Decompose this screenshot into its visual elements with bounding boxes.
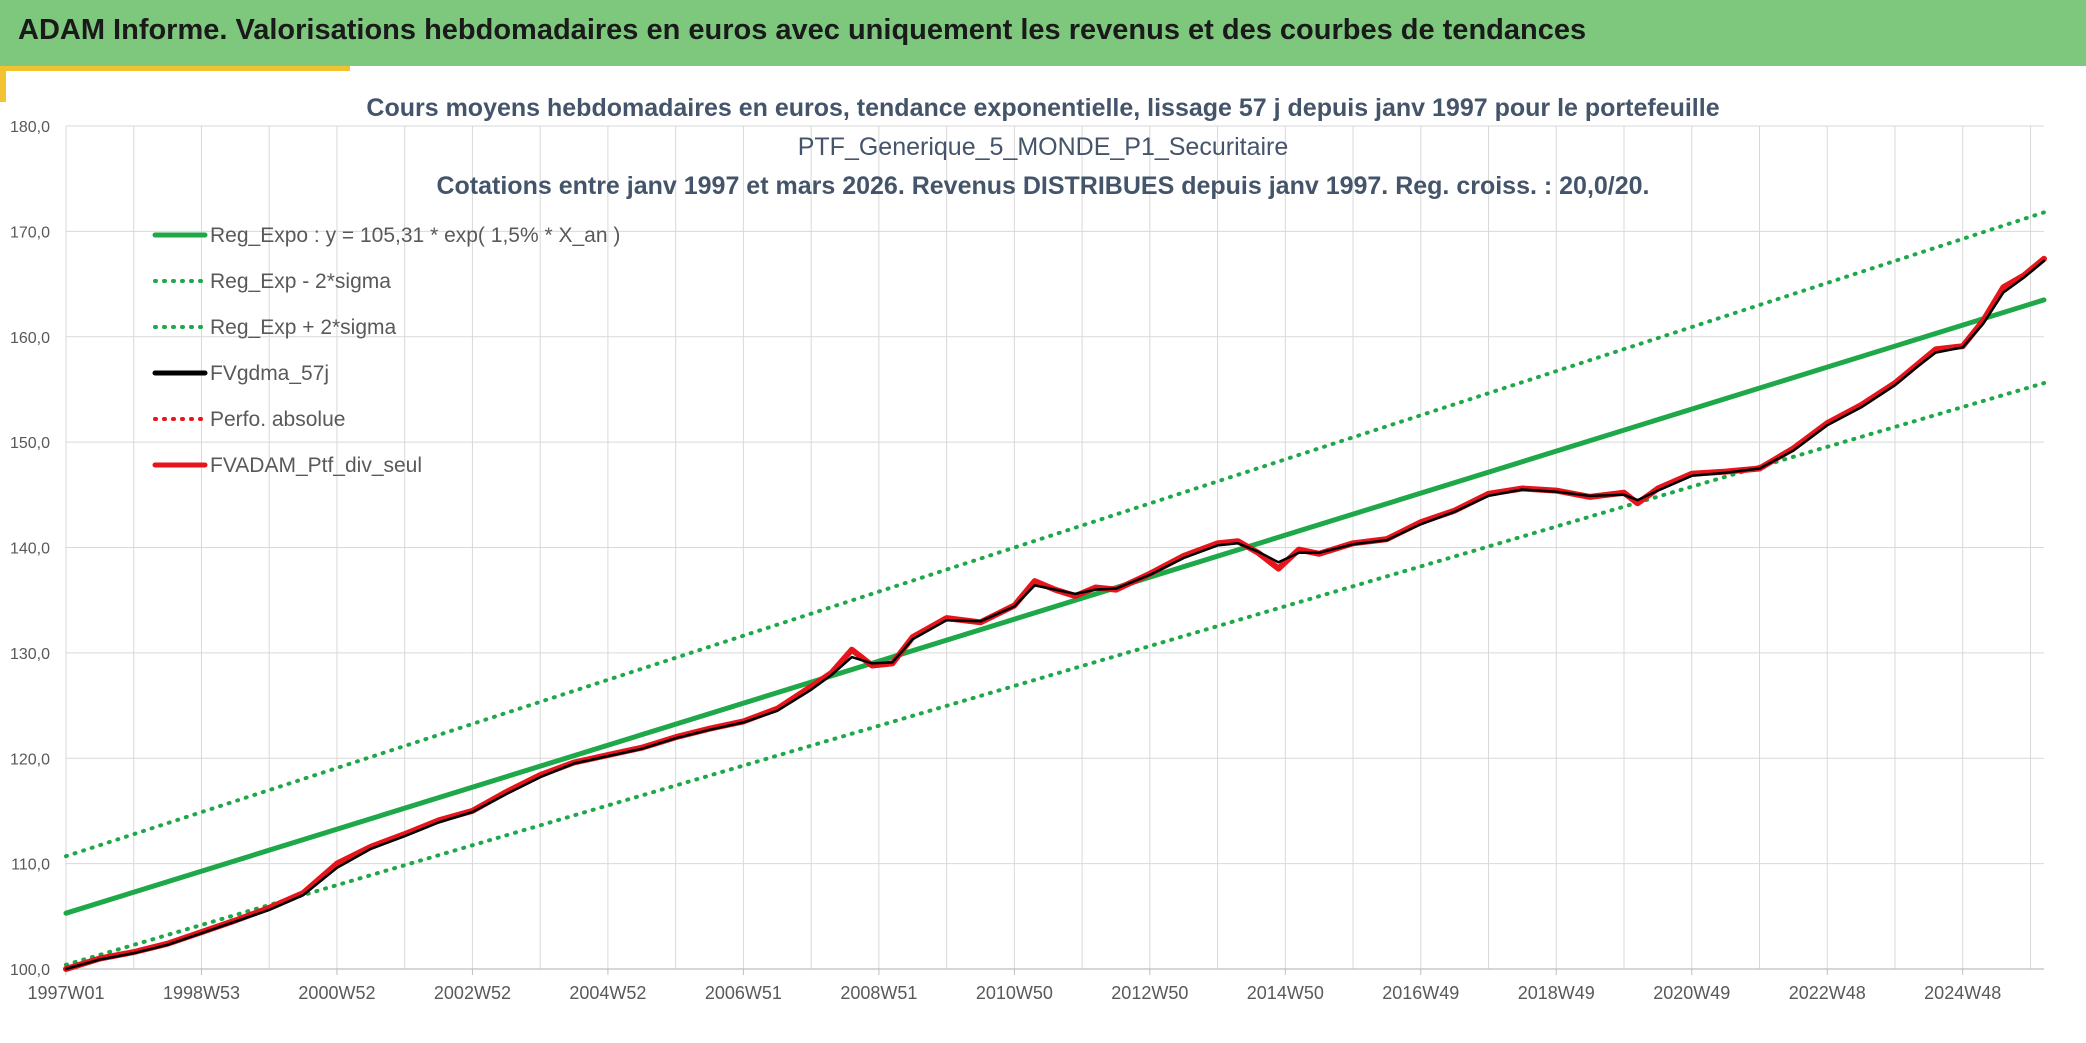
chart-title-line-2: PTF_Generique_5_MONDE_P1_Securitaire (797, 133, 1289, 161)
x-tick-label: 2008W51 (840, 983, 917, 1003)
y-tick-label: 150,0 (10, 435, 50, 452)
chart-title-line-3: Cotations entre janv 1997 et mars 2026. … (436, 172, 1650, 200)
series-fvadam-ptf (63, 255, 2047, 972)
legend-label: Reg_Exp + 2*sigma (210, 316, 397, 339)
x-tick-label: 1997W01 (27, 983, 104, 1003)
series-reg-expo (63, 297, 2047, 916)
header-banner: ADAM Informe. Valorisations hebdomadaire… (0, 0, 2086, 66)
legend-label: FVADAM_Ptf_div_seul (210, 454, 422, 477)
x-tick-label: 2016W49 (1382, 983, 1459, 1003)
x-tick-label: 2014W50 (1247, 983, 1324, 1003)
x-tick-label: 2012W50 (1111, 983, 1188, 1003)
legend: Reg_Expo : y = 105,31 * exp( 1,5% * X_an… (152, 224, 620, 477)
y-tick-label: 130,0 (10, 646, 50, 663)
series-fvgdma-57j (64, 259, 2046, 971)
x-tick-label: 2006W51 (705, 983, 782, 1003)
series (63, 210, 2047, 972)
y-axis-ticks: 100,0 110,0 120,0 130,0 140,0 150,0 160,0 170,0… (10, 119, 50, 979)
x-tick-label: 2024W48 (1924, 983, 2001, 1003)
accent-bar-top (0, 66, 350, 71)
y-tick-label: 170,0 (10, 224, 50, 241)
y-tick-label: 160,0 (10, 330, 50, 347)
legend-label: Perfo. absolue (210, 408, 345, 431)
page-title: ADAM Informe. Valorisations hebdomadaire… (18, 14, 1587, 46)
x-tick-label: 2020W49 (1653, 983, 1730, 1003)
legend-label: Reg_Expo : y = 105,31 * exp( 1,5% * X_an… (210, 224, 620, 247)
series-reg-plus-2sigma (64, 210, 2046, 859)
x-tick-label: 2018W49 (1518, 983, 1595, 1003)
y-tick-label: 120,0 (10, 751, 50, 768)
y-tick-label: 100,0 (10, 962, 50, 979)
x-tick-label: 1998W53 (163, 983, 240, 1003)
chart-title-line-1: Cours moyens hebdomadaires en euros, ten… (366, 94, 1720, 122)
series-reg-minus-2sigma (64, 381, 2046, 967)
x-tick-label: 2000W52 (298, 983, 375, 1003)
y-tick-label: 140,0 (10, 541, 50, 558)
x-tick-label: 2002W52 (434, 983, 511, 1003)
legend-label: Reg_Exp - 2*sigma (210, 270, 391, 293)
x-tick-label: 2010W50 (976, 983, 1053, 1003)
x-tick-label: 2022W48 (1789, 983, 1866, 1003)
legend-label: FVgdma_57j (210, 362, 329, 385)
y-tick-label: 180,0 (10, 119, 50, 136)
grid (65, 125, 2044, 970)
x-axis-ticks: 1997W01 1998W53 2000W52 2002W52 2004W52 2006W… (27, 969, 2001, 1003)
accent-bar-left (0, 66, 6, 102)
y-tick-label: 110,0 (11, 857, 50, 874)
x-tick-label: 2004W52 (569, 983, 646, 1003)
